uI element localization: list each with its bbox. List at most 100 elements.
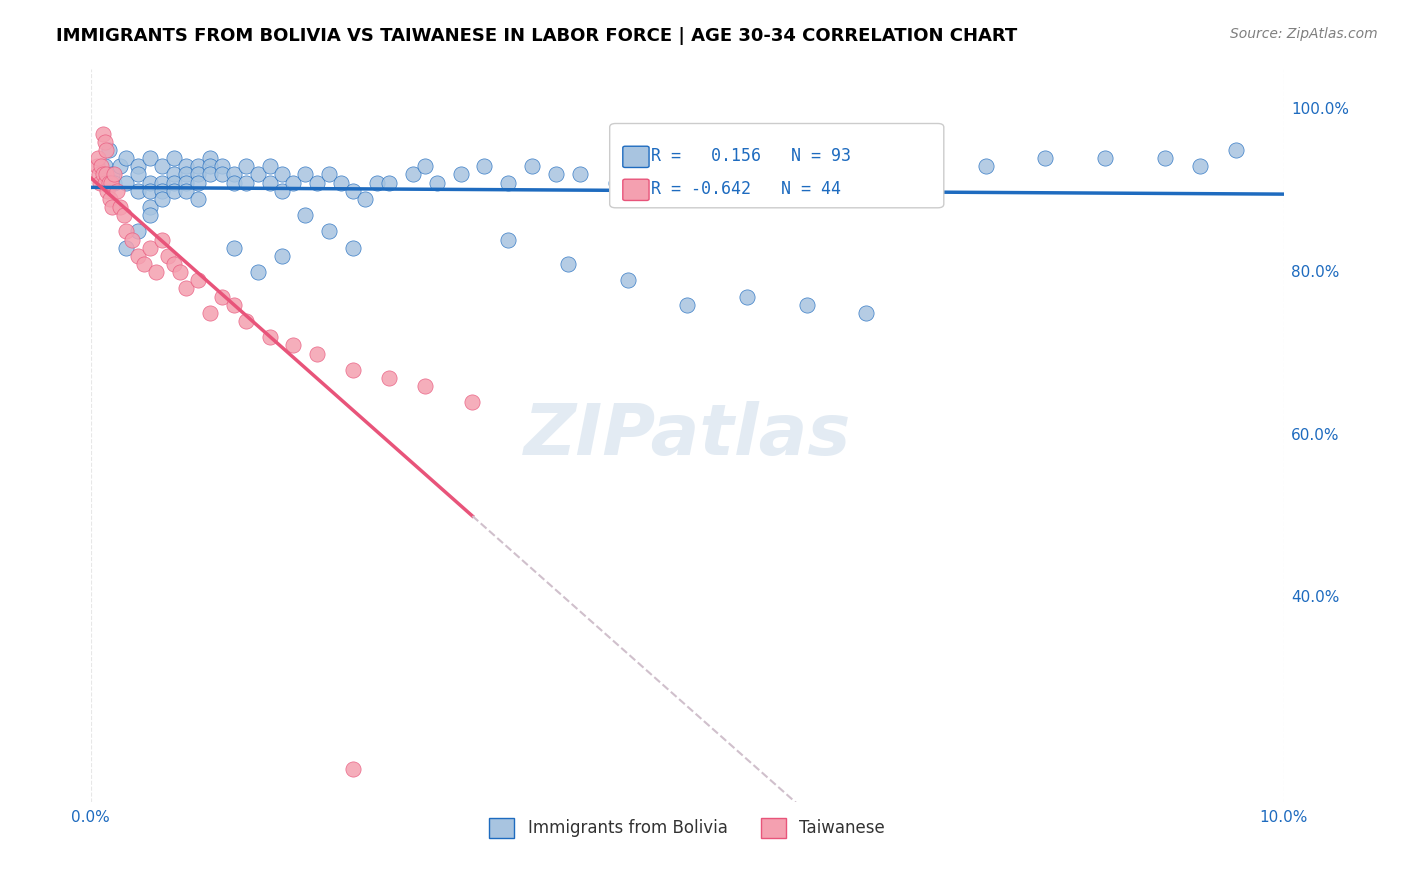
Point (222, 168, 245, 182)
Point (1225, 143, 1247, 157)
Text: Source: ZipAtlas.com: Source: ZipAtlas.com (1230, 27, 1378, 41)
Point (115, 224, 138, 238)
Point (103, 176, 125, 190)
Point (605, 176, 627, 190)
Point (198, 151, 221, 165)
Point (174, 159, 197, 173)
Point (496, 176, 519, 190)
Point (97, 176, 120, 190)
Point (139, 241, 162, 255)
Point (96, 184, 118, 198)
Point (101, 200, 124, 214)
Point (413, 159, 436, 173)
Point (628, 159, 651, 173)
Point (474, 159, 496, 173)
Point (94, 176, 117, 190)
Point (342, 184, 364, 198)
Point (342, 241, 364, 255)
Point (87, 168, 110, 182)
Point (115, 241, 138, 255)
Point (97, 143, 120, 157)
Point (145, 265, 167, 279)
Point (98, 192, 121, 206)
Point (496, 233, 519, 247)
Point (150, 233, 173, 247)
Point (103, 168, 125, 182)
Point (150, 159, 173, 173)
Point (259, 176, 281, 190)
Point (112, 208, 135, 222)
Point (174, 184, 197, 198)
Point (307, 176, 329, 190)
Point (974, 159, 997, 173)
Text: 40.0%: 40.0% (1291, 591, 1339, 606)
Point (735, 289, 758, 303)
Point (342, 363, 364, 377)
Point (100, 176, 122, 190)
Point (915, 151, 938, 165)
Point (110, 159, 132, 173)
Point (94, 159, 117, 173)
Point (259, 159, 281, 173)
Point (1153, 151, 1175, 165)
Point (150, 192, 173, 206)
Point (150, 184, 173, 198)
Point (378, 371, 401, 385)
Point (544, 168, 567, 182)
Point (134, 257, 156, 271)
Point (330, 176, 353, 190)
Point (270, 184, 292, 198)
Point (259, 330, 281, 344)
Point (807, 168, 830, 182)
Point (676, 159, 699, 173)
Point (461, 395, 484, 409)
Point (187, 168, 209, 182)
Text: 80.0%: 80.0% (1291, 265, 1339, 280)
Point (187, 159, 209, 173)
Point (366, 176, 388, 190)
Point (94, 135, 117, 149)
Point (855, 143, 877, 157)
FancyBboxPatch shape (623, 179, 650, 201)
Point (187, 176, 209, 190)
Point (520, 159, 543, 173)
Point (139, 184, 162, 198)
Point (174, 176, 197, 190)
Point (402, 168, 425, 182)
Point (127, 168, 149, 182)
Point (139, 176, 162, 190)
Point (246, 168, 269, 182)
Point (1094, 151, 1116, 165)
Point (115, 151, 138, 165)
Point (163, 168, 186, 182)
Point (270, 249, 292, 263)
Point (211, 159, 233, 173)
Point (127, 184, 149, 198)
Point (127, 224, 149, 238)
Text: 100.0%: 100.0% (1291, 102, 1348, 117)
Point (101, 168, 124, 182)
Point (283, 176, 305, 190)
Point (270, 168, 292, 182)
Point (91, 168, 114, 182)
Point (426, 176, 449, 190)
Point (174, 281, 197, 295)
Point (735, 151, 758, 165)
Point (855, 306, 877, 320)
Point (139, 151, 162, 165)
Point (89, 176, 111, 190)
Point (163, 151, 186, 165)
Point (163, 257, 186, 271)
Point (354, 192, 377, 206)
Point (198, 168, 221, 182)
Point (318, 168, 340, 182)
Point (450, 168, 472, 182)
Point (174, 168, 197, 182)
Point (772, 151, 794, 165)
Point (796, 298, 818, 312)
Point (198, 306, 221, 320)
Point (211, 289, 233, 303)
Point (222, 298, 245, 312)
Point (127, 249, 149, 263)
Point (163, 176, 186, 190)
